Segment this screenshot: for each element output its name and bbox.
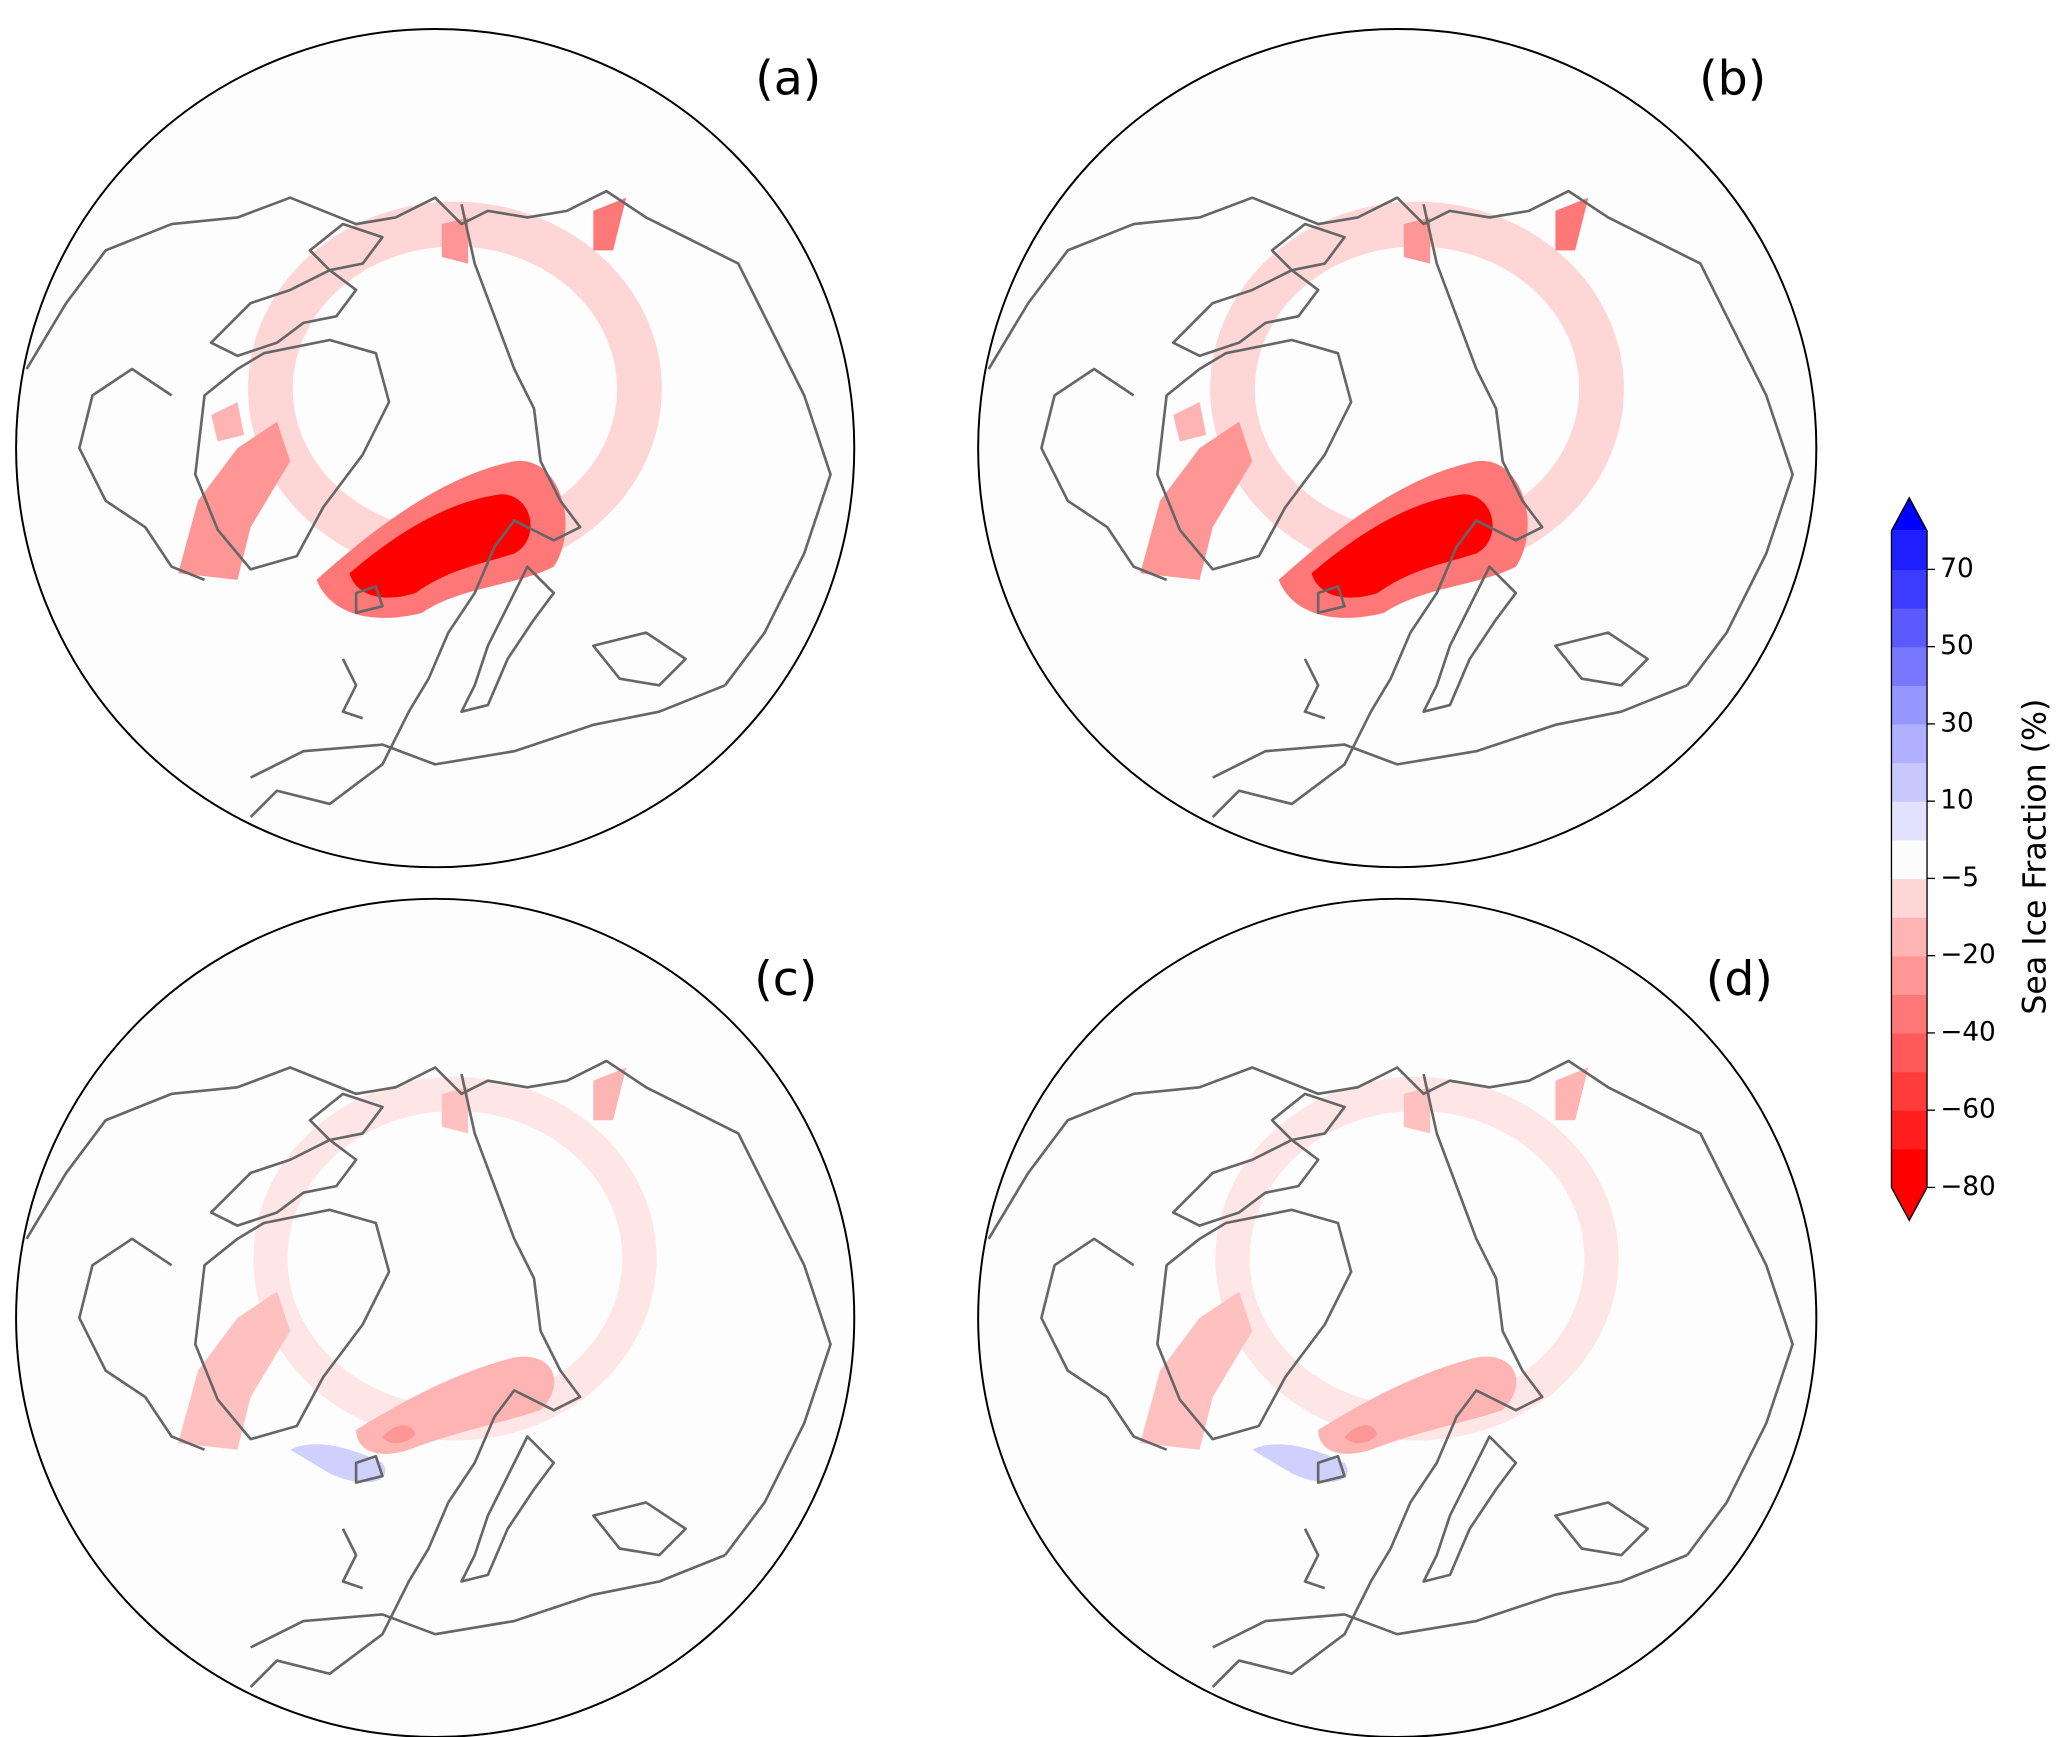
colorbar-tick-label: 70 xyxy=(1940,554,1974,584)
colorbar-tick-label: 30 xyxy=(1940,708,1974,738)
panel-label: (d) xyxy=(1706,952,1773,1007)
colorbar-extend-high xyxy=(1891,497,1928,531)
colorbar-band xyxy=(1891,530,1928,571)
colorbar-tick-label: −40 xyxy=(1940,1017,1996,1047)
colorbar-band xyxy=(1891,1032,1928,1073)
panel-label: (b) xyxy=(1699,52,1766,107)
colorbar-band xyxy=(1891,839,1928,880)
map-panel-d: (d) xyxy=(977,897,1818,1737)
colorbar-tick-label: −60 xyxy=(1940,1095,1996,1125)
colorbar-band xyxy=(1891,955,1928,995)
map-panel-a: (a) xyxy=(15,28,856,869)
map-panel-c: (c) xyxy=(15,897,856,1737)
colorbar-band xyxy=(1891,762,1928,802)
colorbar-band xyxy=(1891,878,1928,918)
colorbar-band xyxy=(1891,1071,1928,1111)
colorbar-band xyxy=(1891,569,1928,609)
colorbar-band xyxy=(1891,917,1928,957)
panel-label: (a) xyxy=(755,52,821,107)
colorbar-band xyxy=(1891,1110,1928,1150)
colorbar-band xyxy=(1891,685,1928,725)
colorbar-tick-label: 50 xyxy=(1940,631,1974,661)
colorbar-band xyxy=(1891,1148,1928,1189)
colorbar-band xyxy=(1891,994,1928,1034)
colorbar-outline xyxy=(1890,496,1928,1222)
colorbar-tick-label: −80 xyxy=(1940,1172,1996,1202)
colorbar-band xyxy=(1891,723,1928,764)
colorbar-tick-label: −5 xyxy=(1940,863,1979,893)
colorbar-tick-label: 10 xyxy=(1940,786,1974,816)
colorbar-band xyxy=(1891,608,1928,648)
colorbar-band xyxy=(1891,801,1928,841)
panel-label: (c) xyxy=(754,952,817,1007)
colorbar-extend-low xyxy=(1891,1187,1928,1221)
colorbar-band xyxy=(1891,646,1928,686)
colorbar: −80 −60 −40 −20 −5 10 30 50 70 xyxy=(1890,496,1996,1222)
map-panel-b: (b) xyxy=(977,28,1818,869)
colorbar-tick-label: −20 xyxy=(1940,940,1996,970)
colorbar-label: Sea Ice Fraction (%) xyxy=(2017,699,2053,1015)
